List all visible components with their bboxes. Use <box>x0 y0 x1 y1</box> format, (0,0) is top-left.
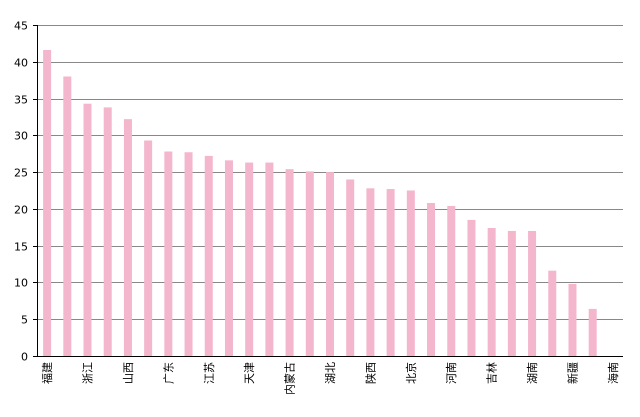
bar <box>588 308 597 356</box>
bar <box>346 179 355 356</box>
bar <box>245 162 254 356</box>
x-tick-label: 海南 <box>606 362 620 384</box>
bar <box>123 119 132 356</box>
bar <box>487 228 496 356</box>
bar <box>184 152 193 356</box>
x-tick-label: 新疆 <box>565 362 579 384</box>
bar <box>548 270 557 356</box>
bars <box>43 50 597 357</box>
bar <box>164 151 173 356</box>
bar <box>83 103 92 357</box>
y-tick-label: 5 <box>21 314 28 327</box>
y-axis-ticks: 0 5 10 15 20 25 30 35 40 45 <box>14 20 28 364</box>
x-tick-label: 河南 <box>445 362 458 384</box>
x-tick-label: 湖北 <box>324 362 337 384</box>
bar <box>305 171 314 356</box>
bar <box>103 107 112 356</box>
y-tick-label: 30 <box>14 130 28 143</box>
bar <box>265 162 274 356</box>
y-tick-label: 45 <box>14 20 28 33</box>
bar <box>204 155 213 356</box>
x-tick-label: 陕西 <box>363 362 377 384</box>
x-tick-label: 浙江 <box>82 362 95 384</box>
bar <box>63 76 72 356</box>
y-tick-label: 0 <box>21 351 28 364</box>
bar <box>447 205 456 356</box>
bar <box>427 203 436 356</box>
bar <box>507 230 516 356</box>
bar <box>366 188 375 356</box>
x-axis-labels: 福建 浙江 山西 广东 江苏 天津 内蒙古 湖北 陕西 北京 河南 吉林 湖南 新疆 海南 <box>40 362 620 395</box>
bar <box>568 283 577 356</box>
y-tick-label: 25 <box>14 167 28 180</box>
y-tick-label: 10 <box>14 277 28 290</box>
y-tick-label: 20 <box>14 204 28 217</box>
x-tick-label: 广东 <box>162 362 175 384</box>
bar <box>144 140 153 356</box>
y-tick-label: 40 <box>14 57 28 70</box>
x-tick-label: 天津 <box>243 362 256 384</box>
axes <box>33 25 623 357</box>
y-tick-label: 15 <box>14 241 28 254</box>
bar <box>406 190 415 356</box>
bar <box>224 160 233 356</box>
bar <box>285 169 294 356</box>
bar <box>326 172 334 356</box>
bar <box>467 219 476 356</box>
x-tick-label: 内蒙古 <box>283 362 297 395</box>
x-tick-label: 山西 <box>122 362 135 384</box>
bar <box>43 50 52 357</box>
x-tick-label: 湖南 <box>526 362 539 384</box>
bar <box>528 230 537 356</box>
x-tick-label: 北京 <box>404 362 418 384</box>
y-tick-label: 35 <box>14 94 28 107</box>
bar <box>386 189 395 356</box>
x-tick-label: 福建 <box>40 362 54 384</box>
x-tick-label: 江苏 <box>203 362 216 384</box>
x-tick-label: 吉林 <box>485 362 499 384</box>
